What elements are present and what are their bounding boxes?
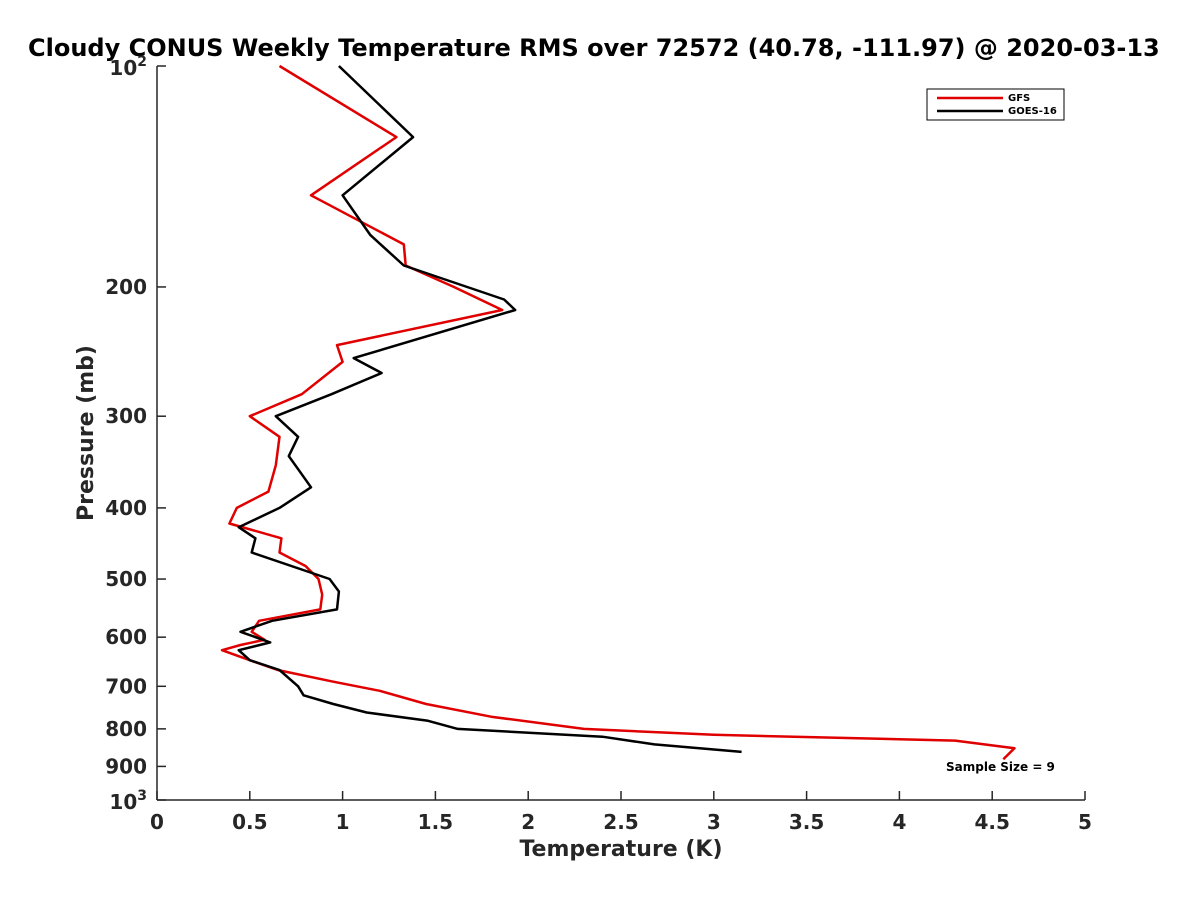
plot-area: 0 0.5 1 1.5 2 2.5 3 3.5 4 4.5 51022003004005006007… (105, 54, 1092, 834)
y-tick-label: 400 (105, 496, 147, 520)
sample-size-annotation: Sample Size = 9 (946, 760, 1055, 774)
y-tick-label: 800 (105, 717, 147, 741)
x-tick-label: 5 (1078, 810, 1092, 834)
series-line-gfs (220, 64, 1016, 761)
x-tick-label: 2 (521, 810, 535, 834)
x-tick-label: 0 (150, 810, 164, 834)
y-tick-label: 102 (109, 54, 147, 80)
y-tick-label: 500 (105, 567, 147, 591)
x-tick-label: 1.5 (418, 810, 453, 834)
y-tick-label-exponent: 2 (137, 54, 147, 70)
x-tick-label: 1 (336, 810, 350, 834)
y-axis-label: Pressure (mb) (74, 345, 99, 521)
y-tick-label: 103 (109, 788, 147, 814)
x-tick-label: 3 (707, 810, 721, 834)
series-layer (220, 64, 1016, 761)
y-tick-label: 200 (105, 275, 147, 299)
x-tick-label: 3.5 (789, 810, 824, 834)
x-axis-label: Temperature (K) (519, 837, 722, 862)
x-tick-label: 0.5 (232, 810, 267, 834)
y-tick-label: 600 (105, 625, 147, 649)
x-tick-label: 4 (892, 810, 906, 834)
y-tick-label: 900 (105, 754, 147, 778)
legend: GFS GOES-16 (926, 88, 1065, 121)
x-tick-label: 4.5 (974, 810, 1009, 834)
legend-label-goes16: GOES-16 (1008, 106, 1057, 117)
y-tick-label-base: 10 (109, 790, 137, 814)
y-tick-label: 700 (105, 674, 147, 698)
x-tick-label: 2.5 (603, 810, 638, 834)
chart-title: Cloudy CONUS Weekly Temperature RMS over… (28, 34, 1160, 62)
y-tick-label: 300 (105, 404, 147, 428)
legend-box (926, 88, 1065, 121)
y-tick-label-base: 10 (109, 56, 137, 80)
legend-label-gfs: GFS (1008, 93, 1030, 104)
y-tick-label-exponent: 3 (137, 788, 147, 804)
series-line-goes16 (237, 65, 742, 754)
